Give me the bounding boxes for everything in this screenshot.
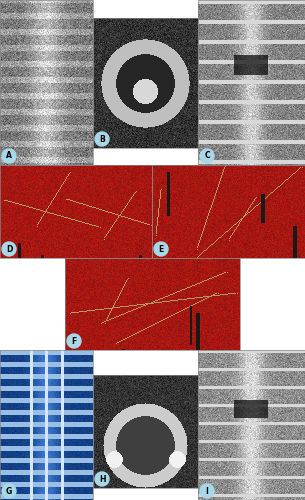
Circle shape	[95, 132, 109, 146]
Text: F: F	[71, 336, 77, 345]
Text: I: I	[206, 486, 208, 496]
Bar	[198, 350, 305, 500]
Text: A: A	[6, 152, 12, 160]
Circle shape	[200, 484, 214, 498]
Circle shape	[2, 242, 16, 256]
Bar	[152, 165, 305, 258]
Bar	[0, 0, 93, 165]
Circle shape	[2, 149, 16, 163]
Bar	[198, 0, 305, 165]
Bar	[93, 18, 198, 148]
Text: E: E	[158, 244, 163, 254]
Circle shape	[2, 484, 16, 498]
Text: G: G	[6, 486, 12, 496]
Bar	[0, 350, 93, 500]
Bar	[65, 258, 240, 350]
Circle shape	[95, 472, 109, 486]
Text: C: C	[204, 152, 210, 160]
Text: B: B	[99, 134, 105, 143]
Text: H: H	[99, 474, 105, 484]
Circle shape	[67, 334, 81, 348]
Circle shape	[200, 149, 214, 163]
Bar	[93, 375, 198, 488]
Text: D: D	[6, 244, 12, 254]
Bar	[0, 165, 152, 258]
Circle shape	[154, 242, 168, 256]
